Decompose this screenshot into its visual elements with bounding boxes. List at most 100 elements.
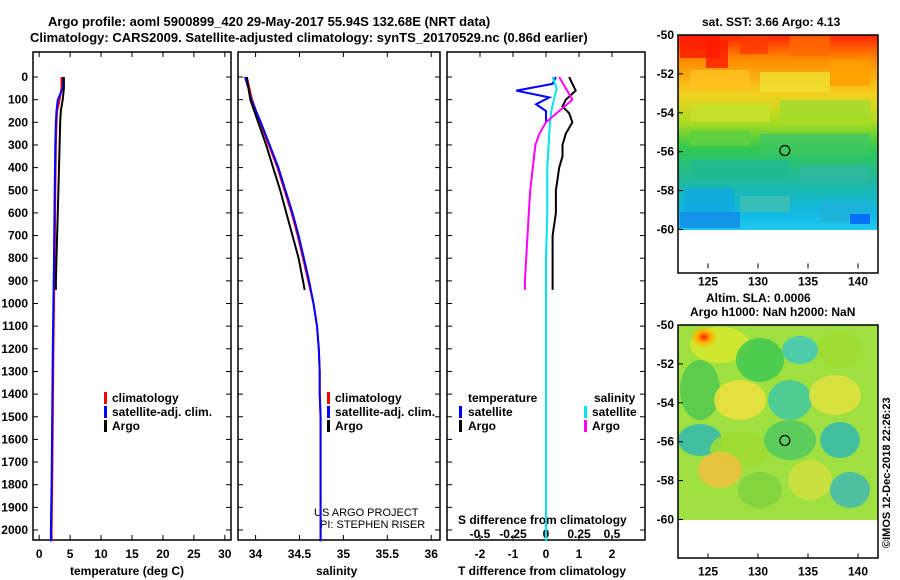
- map-y-tick-label: -56: [657, 145, 675, 159]
- map-y-tick-label: -52: [657, 67, 675, 81]
- sla-map: Altim. SLA: 0.0006 Argo h1000: NaN h2000…: [657, 291, 879, 578]
- s-difference-axis-label: S difference from climatology: [458, 513, 627, 527]
- depth-tick-label: 1400: [1, 387, 28, 401]
- sst-patch: [850, 214, 870, 224]
- series-line-satellite-adj-clim-: [49, 76, 65, 542]
- depth-tick-label: 1000: [1, 297, 28, 311]
- legend-title-temperature: temperature: [468, 391, 538, 405]
- sst-patch: [706, 40, 728, 68]
- imos-stamp: ©IMOS 12-Dec-2018 22:26:23: [881, 397, 893, 548]
- series-line-argo: [54, 77, 65, 290]
- legend-label: satellite-adj. clim.: [112, 405, 212, 419]
- series-line-satellite: [545, 76, 558, 542]
- s-tick-label: -0.25: [499, 527, 527, 541]
- sst-patch: [680, 212, 740, 228]
- sst-argo-location-marker: [779, 144, 791, 157]
- map-x-tick-label: 125: [698, 564, 718, 578]
- legend-swatch: [459, 406, 462, 418]
- x-tick-label: 5: [67, 547, 74, 561]
- depth-tick-label: 800: [8, 251, 28, 265]
- sst-map-nodata-area: [678, 230, 878, 273]
- depth-tick-label: 0: [21, 70, 28, 84]
- sla-blob: [818, 332, 862, 368]
- depth-tick-label: 1800: [1, 478, 28, 492]
- sst-map: sat. SST: 3.66 Argo: 4.13 125 130 135 140 -5…: [657, 15, 879, 288]
- legend-swatch: [584, 420, 587, 432]
- x-tick-label: 10: [94, 547, 108, 561]
- depth-tick-label: 1700: [1, 455, 28, 469]
- map-x-tick-label: 135: [798, 274, 818, 288]
- map-y-tick-label: -50: [657, 318, 675, 332]
- sla-blob: [768, 380, 812, 420]
- sla-blob: [698, 452, 742, 488]
- sst-map-patches: [680, 36, 870, 228]
- sla-blob: [714, 380, 766, 420]
- legend-swatch: [104, 420, 107, 432]
- depth-tick-label: 900: [8, 274, 28, 288]
- legend-label: Argo: [468, 419, 496, 433]
- map-y-tick-label: -60: [657, 223, 675, 237]
- sla-map-nodata-area: [678, 520, 878, 558]
- x-tick-label: -2: [475, 547, 486, 561]
- legend-label: Argo: [112, 419, 140, 433]
- legend-label: climatology: [335, 391, 402, 405]
- map-y-tick-label: -60: [657, 513, 675, 527]
- sla-blob: [782, 336, 818, 364]
- depth-tick-label: 1100: [2, 319, 28, 333]
- legend-label: Argo: [335, 419, 363, 433]
- depth-tick-label: 1900: [1, 500, 28, 514]
- sst-patch: [800, 166, 870, 182]
- depth-tick-label: 400: [8, 161, 28, 175]
- project-credit-line1: US ARGO PROJECT: [314, 507, 419, 519]
- sst-patch: [690, 104, 770, 122]
- series-line-argo: [551, 76, 577, 290]
- x-tick-label: 0: [543, 547, 550, 561]
- depth-tick-label: 200: [8, 115, 28, 129]
- x-tick-label: 35.5: [376, 547, 400, 561]
- legend-swatch: [459, 420, 462, 432]
- sla-blob: [788, 460, 832, 500]
- map-y-tick-label: -50: [657, 28, 675, 42]
- map-x-tick-label: 140: [848, 564, 868, 578]
- depth-axis: 0 100 200 300 400 500 600 700 800 900 1000 1100 1200…: [1, 70, 28, 537]
- sst-patch: [740, 196, 790, 212]
- legend-swatch: [584, 406, 587, 418]
- x-tick-label: 25: [187, 547, 201, 561]
- x-tick-label: 34: [249, 547, 263, 561]
- x-tick-label: 15: [125, 547, 139, 561]
- sst-map-title: sat. SST: 3.66 Argo: 4.13: [702, 15, 841, 29]
- x-tick-label: 30: [218, 547, 232, 561]
- legend-swatch: [327, 420, 330, 432]
- x-tick-label: 34.5: [288, 547, 312, 561]
- map-x-tick-label: 130: [748, 274, 768, 288]
- map-x-tick-label: 135: [798, 564, 818, 578]
- figure-title-line1: Argo profile: aoml 5900899_420 29-May-20…: [48, 14, 490, 29]
- depth-tick-label: 1200: [1, 342, 28, 356]
- depth-tick-label: 1500: [1, 410, 28, 424]
- salinity-axis-label: salinity: [316, 564, 358, 578]
- series-line-argo: [245, 76, 306, 291]
- x-tick-label: 36: [425, 547, 439, 561]
- s-tick-label: -0.5: [470, 527, 491, 541]
- figure-title-line2: Climatology: CARS2009. Satellite-adjuste…: [30, 30, 588, 45]
- depth-tick-label: 1300: [1, 364, 28, 378]
- map-y-tick-label: -58: [657, 474, 675, 488]
- series-line-argo: [523, 76, 574, 290]
- map-x-tick-label: 130: [748, 564, 768, 578]
- depth-tick-label: 600: [8, 206, 28, 220]
- sst-patch: [830, 60, 870, 86]
- map-y-tick-label: -54: [657, 106, 675, 120]
- map-y-tick-label: -54: [657, 396, 675, 410]
- sst-patch: [690, 160, 790, 178]
- legend-label: climatology: [112, 391, 179, 405]
- x-tick-label: 0: [36, 547, 43, 561]
- sla-map-title-line2: Argo h1000: NaN h2000: NaN: [690, 305, 855, 319]
- legend-swatch: [104, 392, 107, 404]
- difference-profile-panel: T difference from climatology S differen…: [446, 51, 646, 578]
- sla-blob: [680, 360, 720, 420]
- series-line-satellite-adj-clim-: [244, 76, 322, 542]
- series-line-climatology: [245, 76, 322, 542]
- map-x-tick-label: 125: [698, 274, 718, 288]
- sst-patch: [760, 134, 870, 154]
